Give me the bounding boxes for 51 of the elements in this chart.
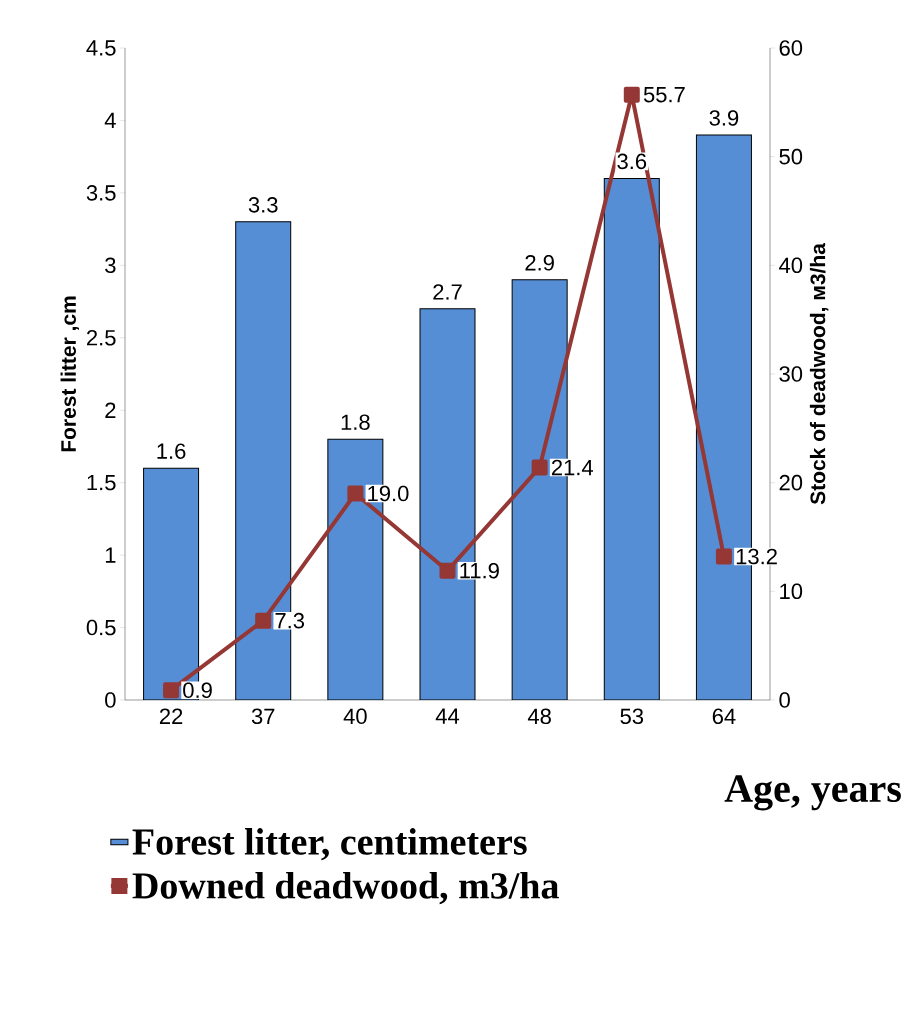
point [255, 612, 272, 629]
x-axis-title: Age, years [724, 775, 901, 811]
y2-tick-label: 10 [780, 583, 803, 600]
legend-label: Forest litter, centimeters [132, 828, 527, 861]
y2-axis-title: Stock of deadwood, м3/ha [809, 242, 829, 505]
y-tick-label: 0 [105, 692, 116, 708]
y-tick-label: 2 [105, 402, 116, 418]
data-label: 13.2 [736, 548, 777, 565]
y-tick-label: 4.5 [86, 40, 116, 56]
point [347, 485, 364, 502]
y-tick-label: 2.5 [87, 329, 116, 346]
y2-tick-label: 20 [779, 474, 803, 491]
x-tick-label: 64 [712, 708, 736, 725]
y-tick-label: 1.5 [87, 474, 116, 491]
point [531, 459, 548, 476]
data-label: 7.3 [275, 612, 305, 629]
data-label: 19.0 [368, 485, 409, 502]
x-tick-label: 22 [159, 708, 183, 724]
x-tick-label: 40 [343, 708, 367, 725]
legend-label: Downed deadwood, m3/ha [132, 871, 559, 905]
x-tick-label: 37 [251, 708, 275, 725]
data-label: 3.9 [709, 110, 739, 126]
x-tick-label: 44 [435, 708, 460, 724]
y-tick-label: 0.5 [86, 619, 116, 636]
y2-tick-label: 50 [779, 148, 803, 165]
y2-tick-label: 60 [779, 40, 803, 56]
y2-tick-label: 40 [779, 257, 803, 274]
data-label: 1.6 [157, 443, 186, 459]
data-label: 55.7 [643, 87, 685, 103]
y-axis-title: Forest litter ,cm [60, 296, 80, 452]
data-label: 11.9 [460, 562, 499, 579]
y-tick-label: 3.5 [86, 185, 116, 201]
y2-tick-label: 30 [779, 366, 803, 382]
y-tick-label: 4 [104, 112, 116, 128]
y-tick-label: 3 [105, 257, 116, 274]
y2-tick-label: 0 [779, 692, 790, 708]
data-label: 2.7 [433, 284, 462, 300]
y-tick-label: 1 [105, 547, 116, 563]
x-tick-label: 48 [527, 708, 551, 725]
data-label: 2.9 [525, 255, 554, 271]
point [623, 86, 640, 103]
point [715, 548, 732, 565]
point [163, 682, 180, 699]
data-label: 3.3 [248, 197, 278, 213]
data-label: 0.9 [183, 682, 212, 699]
bar [603, 177, 660, 700]
data-label: 3.6 [617, 153, 647, 170]
data-label: 21.4 [551, 459, 594, 476]
data-label: 1.8 [341, 414, 370, 430]
x-tick-label: 53 [620, 708, 644, 725]
point [439, 562, 456, 579]
